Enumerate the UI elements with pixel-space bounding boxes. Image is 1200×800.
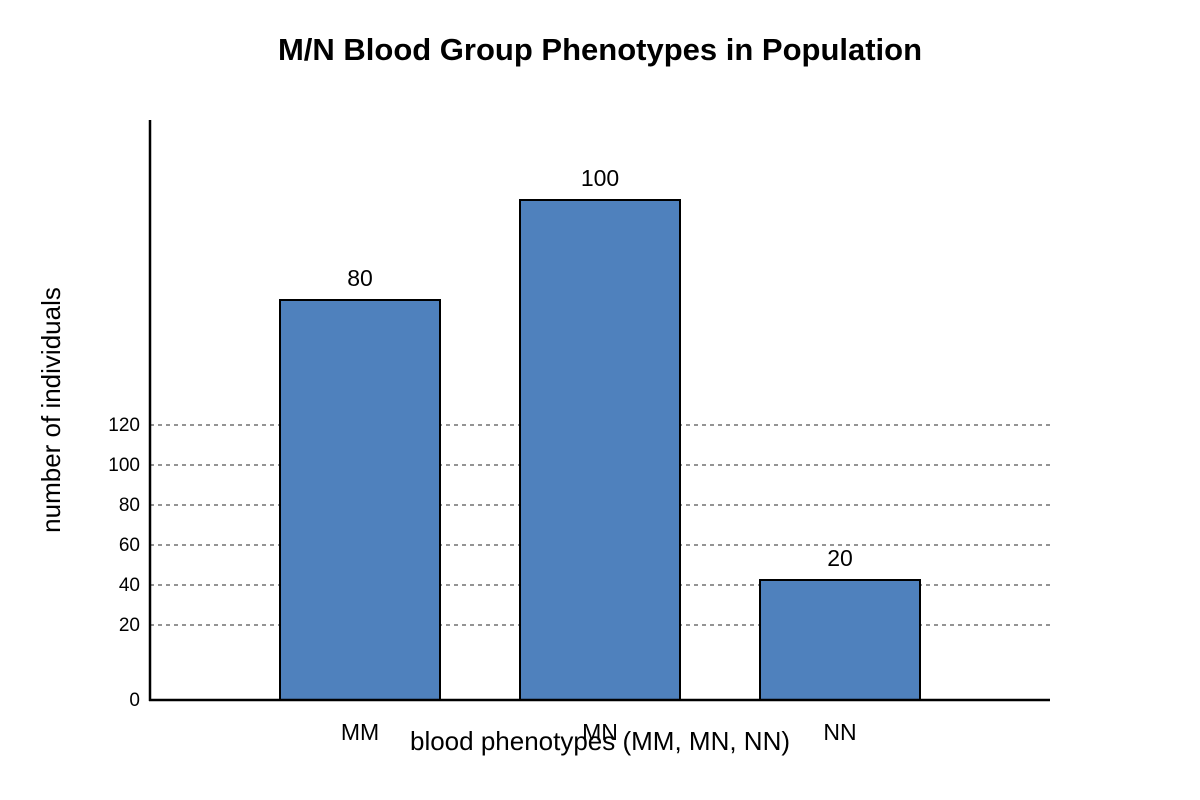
value-label-nn: 20	[827, 545, 853, 571]
value-label-mm: 80	[347, 265, 373, 291]
y-axis-label: number of individuals	[36, 287, 66, 533]
x-axis-label: blood phenotypes (MM, MN, NN)	[410, 726, 790, 756]
y-tick-0: 0	[129, 690, 140, 711]
value-label-mn: 100	[581, 165, 619, 191]
y-tick-100: 100	[108, 455, 140, 476]
x-tick-nn: NN	[823, 719, 856, 745]
bar-mn	[520, 200, 680, 700]
x-tick-mm: MM	[341, 719, 379, 745]
y-tick-20: 20	[119, 615, 140, 636]
y-tick-60: 60	[119, 535, 140, 556]
bar-nn	[760, 580, 920, 700]
y-tick-120: 120	[108, 415, 140, 436]
bars	[280, 200, 920, 700]
y-tick-40: 40	[119, 575, 140, 596]
y-tick-80: 80	[119, 495, 140, 516]
chart-title: M/N Blood Group Phenotypes in Population	[278, 32, 922, 67]
bar-mm	[280, 300, 440, 700]
y-tick-labels: 0 20 40 60 80 100 120	[108, 415, 140, 711]
